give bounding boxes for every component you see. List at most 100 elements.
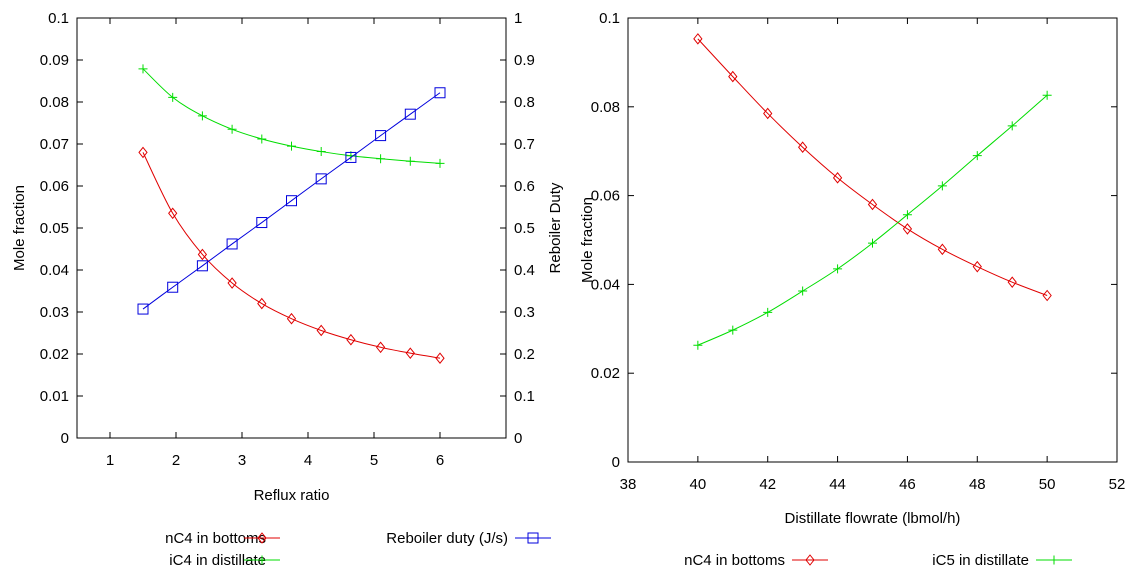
- x-axis-label: Distillate flowrate (lbmol/h): [785, 510, 961, 527]
- x-tick-label: 1: [106, 452, 114, 469]
- reboiler-duty-j-s-point: [375, 130, 387, 142]
- y2-tick-label: 0.4: [514, 262, 535, 279]
- x-tick-label: 44: [829, 476, 846, 493]
- y-tick-label: 0.07: [40, 136, 69, 153]
- nc4-in-bottoms-point: [937, 243, 947, 256]
- nc4-in-bottoms-point: [867, 198, 878, 211]
- y2-tick-label: 0: [514, 430, 522, 447]
- ic5-in-distillate-point: [693, 340, 703, 350]
- reboiler-duty-j-s-point: [286, 195, 297, 207]
- nc4-in-bottoms-point: [286, 312, 297, 325]
- y2-tick-label: 0.8: [514, 94, 535, 111]
- y-axis-label: Mole fraction: [11, 185, 28, 271]
- plot-frame: [627, 17, 1118, 463]
- reboiler-duty-j-s-point: [137, 303, 149, 315]
- x-tick-label: 42: [759, 476, 776, 493]
- x-tick-label: 2: [172, 452, 180, 469]
- ic4-in-distillate-point: [376, 154, 386, 164]
- nc4-in-bottoms-point: [138, 146, 148, 159]
- ic5-in-distillate-point: [728, 325, 738, 335]
- y2-tick-label: 0.9: [514, 52, 535, 69]
- nc4-in-bottoms-point: [257, 297, 267, 310]
- legend-label-nc4-in-bottoms: nC4 in bottoms: [165, 530, 266, 547]
- legend-label-ic5-in-distillate: iC5 in distillate: [932, 552, 1029, 569]
- y-tick-label: 0.08: [40, 94, 69, 111]
- x-tick-label: 4: [304, 452, 312, 469]
- legend-marker-ic5-in-distillate: [1049, 555, 1059, 565]
- ic4-in-distillate-point: [227, 124, 237, 134]
- x-tick-label: 3: [238, 452, 246, 469]
- nc4-in-bottoms-point: [1007, 276, 1017, 288]
- y-tick-label: 0.01: [40, 388, 69, 405]
- y2-tick-label: 0.6: [514, 178, 535, 195]
- reboiler-duty-j-s-point: [226, 238, 238, 250]
- x-tick-label: 5: [370, 452, 378, 469]
- ic4-in-distillate-point: [168, 92, 178, 102]
- legend-marker-reboiler-duty-j-s: [527, 532, 539, 544]
- legend-marker-nc4-in-bottoms: [805, 554, 815, 566]
- y-tick-label: 0.03: [40, 304, 69, 321]
- y-tick-label: 0: [61, 430, 69, 447]
- ic5-in-distillate-point: [833, 264, 843, 274]
- nc4-in-bottoms-point: [798, 141, 808, 154]
- x-tick-label: 50: [1039, 476, 1056, 493]
- ic5-in-distillate-point: [902, 210, 912, 220]
- ic4-in-distillate-point: [138, 64, 148, 74]
- nc4-in-bottoms-point: [405, 347, 415, 359]
- ic4-in-distillate-point: [287, 141, 296, 151]
- y-tick-label: 0.04: [40, 262, 69, 279]
- nc4-in-bottoms-point: [375, 341, 386, 354]
- y-tick-label: 0.06: [40, 178, 69, 195]
- y2-tick-label: 0.2: [514, 346, 535, 363]
- nc4-in-bottoms-point: [435, 352, 445, 365]
- nc4-in-bottoms-line: [697, 38, 1048, 296]
- nc4-in-bottoms-point: [832, 172, 843, 184]
- nc4-in-bottoms-line: [142, 152, 441, 359]
- nc4-in-bottoms-point: [316, 324, 326, 337]
- nc4-in-bottoms-point: [168, 207, 178, 220]
- ic5-in-distillate-point: [798, 286, 808, 296]
- reboiler-duty-j-s-point: [404, 108, 416, 120]
- x-tick-label: 6: [436, 452, 444, 469]
- x-axis-label: Reflux ratio: [254, 487, 330, 504]
- ic5-in-distillate-point: [868, 238, 877, 248]
- y2-tick-label: 0.3: [514, 304, 535, 321]
- y2-tick-label: 0.7: [514, 136, 535, 153]
- legend-label-reboiler-duty-j-s: Reboiler duty (J/s): [386, 530, 508, 547]
- nc4-in-bottoms-point: [972, 260, 982, 273]
- y-tick-label: 0.04: [591, 276, 620, 293]
- nc4-in-bottoms-point: [346, 333, 356, 346]
- reboiler-duty-j-s-point: [315, 173, 327, 185]
- x-tick-label: 40: [690, 476, 707, 493]
- y-tick-label: 0.02: [40, 346, 69, 363]
- y-tick-label: 0.08: [591, 99, 620, 116]
- y2-tick-label: 0.5: [514, 220, 535, 237]
- ic5-in-distillate-line: [697, 94, 1048, 346]
- y-tick-label: 0.02: [591, 365, 620, 382]
- reboiler-duty-j-s-point: [256, 217, 268, 229]
- y-tick-label: 0.1: [48, 10, 69, 27]
- legend-label-nc4-in-bottoms: nC4 in bottoms: [684, 552, 785, 569]
- reboiler-duty-j-s-point: [167, 281, 179, 293]
- y-axis-label: Mole fraction: [579, 197, 596, 283]
- reboiler-duty-j-s-point: [196, 260, 208, 272]
- ic5-in-distillate-point: [972, 151, 982, 161]
- nc4-in-bottoms-point: [693, 33, 703, 45]
- y-tick-label: 0.05: [40, 220, 69, 237]
- nc4-in-bottoms-point: [227, 277, 237, 289]
- nc4-in-bottoms-point: [1042, 289, 1052, 302]
- ic5-in-distillate-point: [1007, 121, 1017, 131]
- nc4-in-bottoms-point: [197, 248, 208, 261]
- x-tick-label: 52: [1109, 476, 1126, 493]
- y-tick-label: 0.09: [40, 52, 69, 69]
- y2-tick-label: 0.1: [514, 388, 535, 405]
- reboiler-duty-j-s-point: [345, 151, 357, 163]
- ic4-in-distillate-point: [316, 147, 326, 157]
- nc4-in-bottoms-point: [728, 70, 738, 83]
- x-tick-label: 46: [899, 476, 916, 493]
- legend-marker-ic4-in-distillate: [257, 555, 267, 565]
- y-tick-label: 0.1: [599, 10, 620, 27]
- reboiler-duty-j-s-point: [434, 87, 446, 99]
- ic5-in-distillate-point: [1042, 90, 1052, 100]
- plot-frame: [76, 17, 507, 439]
